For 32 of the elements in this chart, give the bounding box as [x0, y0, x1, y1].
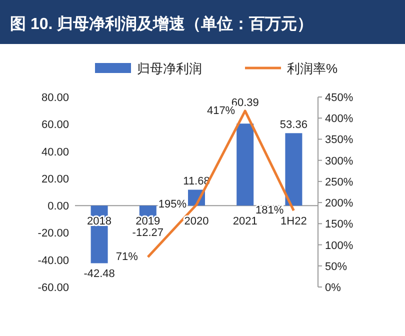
bar [285, 133, 302, 206]
y2-tick-label: 200% [325, 198, 354, 210]
y2-tick-label: 450% [325, 92, 354, 104]
bar [236, 124, 254, 206]
data-label: 71% [116, 251, 138, 264]
y2-tick-label: 350% [325, 134, 354, 146]
y2-tick-label: 100% [325, 240, 354, 252]
y-tick-label: 60.00 [41, 119, 69, 132]
data-label: 195% [158, 198, 187, 211]
y-tick-label: -60.00 [38, 282, 69, 294]
y2-tick-label: 300% [325, 155, 354, 168]
y2-tick-label: 0% [325, 282, 342, 294]
y2-tick-label: 400% [325, 113, 354, 126]
y2-tick-label: 50% [325, 260, 348, 273]
y-tick-label: 40.00 [41, 146, 69, 158]
y-tick-label: 80.00 [41, 92, 69, 104]
chart-title: 图 10. 归母净利润及增速（单位：百万元） [10, 15, 314, 33]
y2-tick-label: 250% [325, 176, 354, 188]
legend-label: 利润率% [287, 61, 338, 76]
y-tick-label: 20.00 [41, 173, 69, 186]
x-tick-label: 1H22 [280, 216, 307, 228]
legend-label: 归母净利润 [137, 61, 202, 76]
y-tick-label: 0.00 [48, 200, 69, 213]
x-tick-label: 2020 [184, 216, 209, 228]
data-label: -12.27 [132, 227, 164, 240]
data-label: 181% [256, 204, 284, 217]
x-tick-label: 2021 [232, 216, 258, 228]
data-label: 53.36 [280, 119, 308, 132]
y-tick-label: -40.00 [38, 254, 69, 267]
data-label: -42.48 [84, 268, 115, 280]
y2-tick-label: 150% [325, 218, 354, 231]
y-tick-label: -20.00 [38, 228, 69, 240]
